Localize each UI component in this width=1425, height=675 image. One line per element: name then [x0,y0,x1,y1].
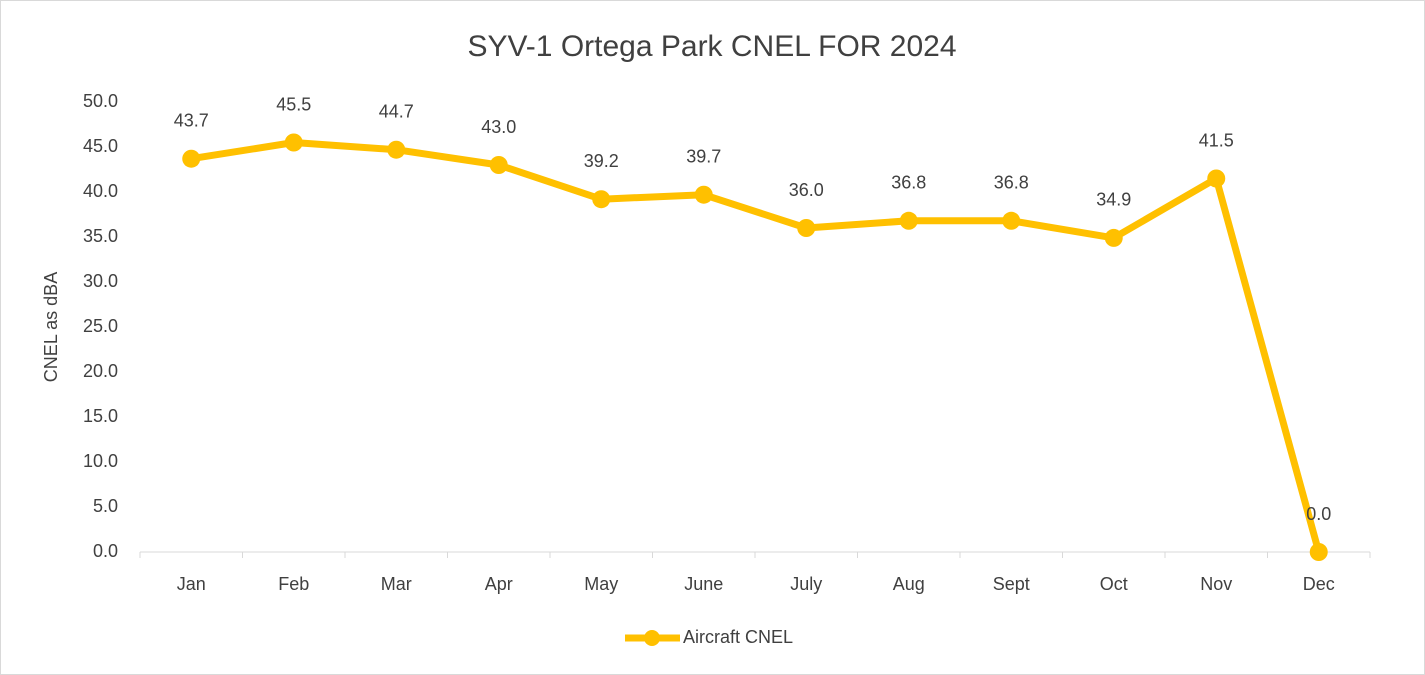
y-tick-label: 50.0 [83,91,118,111]
y-tick-label: 20.0 [83,361,118,381]
y-axis-label: CNEL as dBA [41,272,61,382]
point [592,190,611,209]
point [1207,169,1226,188]
data-label: 39.2 [584,151,619,171]
y-tick-label: 0.0 [93,541,118,561]
x-tick-label: Oct [1100,574,1128,594]
point [387,140,406,159]
point [284,133,303,152]
point [694,185,713,204]
point [797,219,816,237]
legend-label: Aircraft CNEL [683,627,793,647]
y-tick-label: 25.0 [83,316,118,336]
x-tick-label: Sept [993,574,1030,594]
x-tick-label: Mar [381,574,412,594]
y-tick-label: 10.0 [83,451,118,471]
data-label: 43.0 [481,117,516,137]
data-label: 34.9 [1096,190,1131,210]
data-label: 39.7 [686,146,721,166]
data-label: 36.0 [789,180,824,200]
x-tick-label: Dec [1303,574,1335,594]
point [899,211,918,230]
x-tick-label: Jan [177,574,206,594]
data-label: 0.0 [1306,504,1331,524]
data-label: 36.8 [994,173,1029,193]
y-tick-label: 45.0 [83,136,118,156]
point [182,149,201,168]
chart-title: SYV-1 Ortega Park CNEL FOR 2024 [467,30,956,63]
x-tick-label: June [684,574,723,594]
x-tick-label: Feb [278,574,309,594]
x-tick-label: Apr [485,574,513,594]
point [1104,228,1123,247]
y-tick-label: 15.0 [83,406,118,426]
point [489,156,508,174]
data-label: 36.8 [891,173,926,193]
y-tick-label: 35.0 [83,226,118,246]
x-tick-label: May [584,574,618,594]
x-tick-label: July [790,574,822,594]
y-tick-label: 40.0 [83,181,118,201]
legend-marker [644,630,660,646]
x-tick-label: Aug [893,574,925,594]
point [1309,543,1328,561]
x-tick-label: Nov [1200,574,1232,594]
y-tick-label: 30.0 [83,271,118,291]
data-label: 44.7 [379,101,414,121]
data-label: 45.5 [276,94,311,114]
series-line [190,139,1323,553]
y-tick-label: 5.0 [93,496,118,516]
data-label: 41.5 [1199,130,1234,150]
data-label: 43.7 [174,110,209,130]
point [1002,211,1021,230]
